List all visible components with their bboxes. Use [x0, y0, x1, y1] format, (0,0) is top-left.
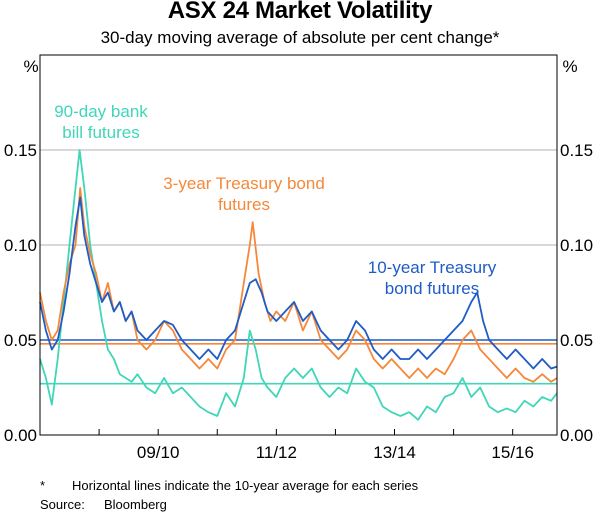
footnote-marker: * [40, 478, 46, 493]
x-tick-label: 13/14 [373, 443, 416, 462]
footnote-text: Horizontal lines indicate the 10-year av… [72, 478, 419, 493]
plot-frame [39, 54, 558, 436]
series-label-1: 3-year Treasury bond [163, 174, 325, 193]
source-text: Bloomberg [104, 497, 167, 512]
y-tick-label-right: 0.00 [560, 426, 593, 445]
series-label-0: bill futures [62, 123, 139, 142]
chart-title: ASX 24 Market Volatility [167, 0, 433, 24]
y-tick-label-right: 0.10 [560, 236, 593, 255]
series-label-0: 90-day bank [54, 102, 148, 121]
series-label-1: futures [218, 195, 270, 214]
series-line-0 [39, 149, 558, 421]
series-labels: 90-day bank bill futures 3-year Treasury b… [54, 102, 497, 298]
x-tick-label: 11/12 [256, 443, 297, 462]
x-tick-label: 15/16 [491, 443, 534, 462]
series-label-2: 10-year Treasury [368, 258, 497, 277]
y-tick-label-left: 0.00 [4, 426, 37, 445]
y-tick-label-left: 0.15 [4, 141, 37, 160]
source-label: Source: [40, 497, 85, 512]
series-label-2: bond futures [385, 279, 480, 298]
chart-subtitle: 30-day moving average of absolute per ce… [100, 28, 500, 47]
x-tick-label: 09/10 [137, 443, 180, 462]
series-line-1 [39, 187, 558, 383]
average-lines [40, 339, 557, 385]
y-tick-label-right: 0.15 [560, 141, 593, 160]
series-lines [39, 149, 558, 421]
axis-labels: 0.00 0.00 0.05 0.05 0.10 0.10 0.15 0.15% % 09/10 1… [4, 57, 593, 462]
y-tick-label-left: 0.10 [4, 236, 37, 255]
y-tick-label-right: 0.05 [560, 331, 593, 350]
y-unit-left: % [23, 57, 38, 76]
y-unit-right: % [562, 57, 577, 76]
y-tick-label-left: 0.05 [4, 331, 37, 350]
series-line-2 [39, 196, 558, 370]
axis-ticks [98, 429, 514, 435]
